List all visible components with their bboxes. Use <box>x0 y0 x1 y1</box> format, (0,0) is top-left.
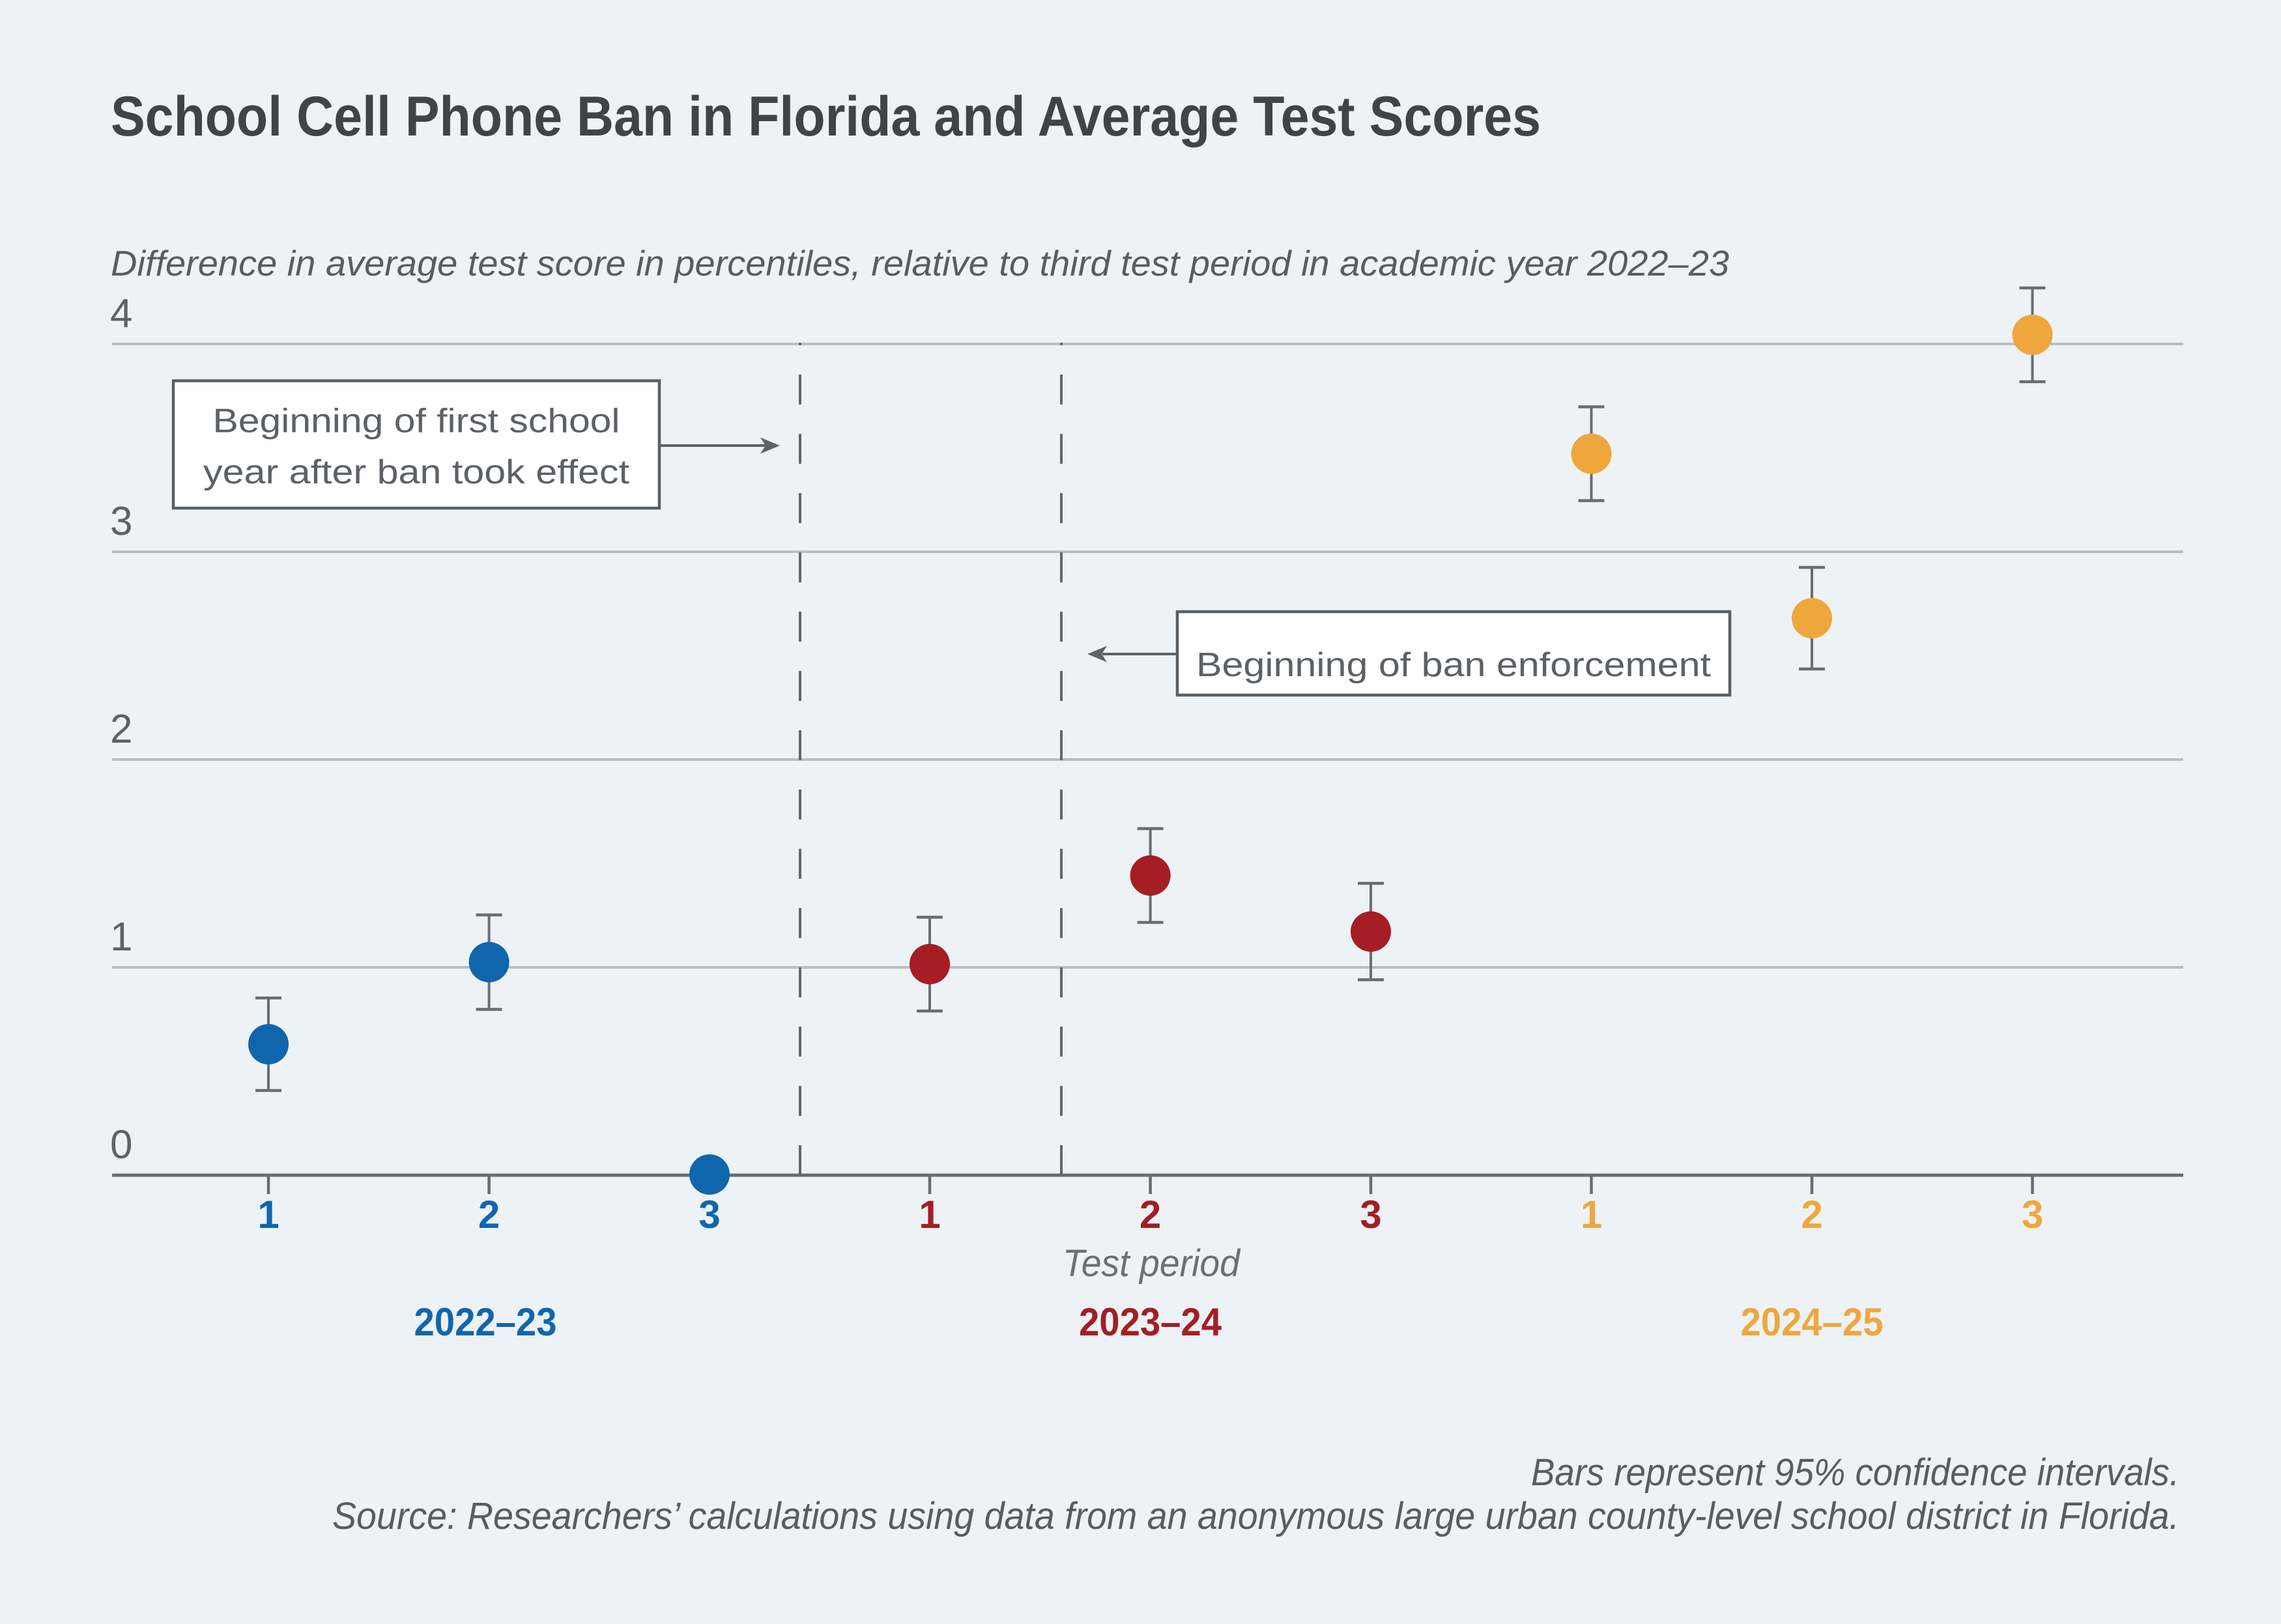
svg-text:2: 2 <box>478 1193 500 1236</box>
svg-text:2023–24: 2023–24 <box>1079 1300 1222 1344</box>
svg-text:Difference in average test sco: Difference in average test score in perc… <box>111 243 1729 283</box>
svg-text:School Cell Phone Ban in Flori: School Cell Phone Ban in Florida and Ave… <box>111 85 1541 148</box>
svg-text:Beginning of ban enforcement: Beginning of ban enforcement <box>1196 646 1712 684</box>
svg-text:Test period: Test period <box>1063 1242 1241 1285</box>
svg-text:Bars represent 95% confidence: Bars represent 95% confidence intervals. <box>1531 1451 2179 1494</box>
svg-text:3: 3 <box>1360 1193 1381 1236</box>
svg-text:1: 1 <box>1581 1193 1602 1236</box>
svg-text:2022–23: 2022–23 <box>414 1300 557 1344</box>
svg-text:3: 3 <box>110 499 132 544</box>
svg-text:year after ban took effect: year after ban took effect <box>203 453 630 491</box>
svg-text:1: 1 <box>919 1193 940 1236</box>
svg-text:1: 1 <box>257 1193 279 1236</box>
svg-text:2024–25: 2024–25 <box>1741 1300 1884 1344</box>
svg-text:4: 4 <box>110 291 132 336</box>
svg-text:Source: Researchers’ calculati: Source: Researchers’ calculations using … <box>332 1495 2179 1537</box>
svg-text:3: 3 <box>698 1193 720 1236</box>
svg-text:2: 2 <box>1140 1193 1161 1236</box>
svg-text:0: 0 <box>110 1122 132 1167</box>
svg-text:3: 3 <box>2022 1193 2043 1236</box>
svg-text:1: 1 <box>110 915 132 960</box>
svg-text:Beginning of first school: Beginning of first school <box>213 402 620 440</box>
svg-text:2: 2 <box>110 707 132 752</box>
svg-text:2: 2 <box>1801 1193 1822 1236</box>
